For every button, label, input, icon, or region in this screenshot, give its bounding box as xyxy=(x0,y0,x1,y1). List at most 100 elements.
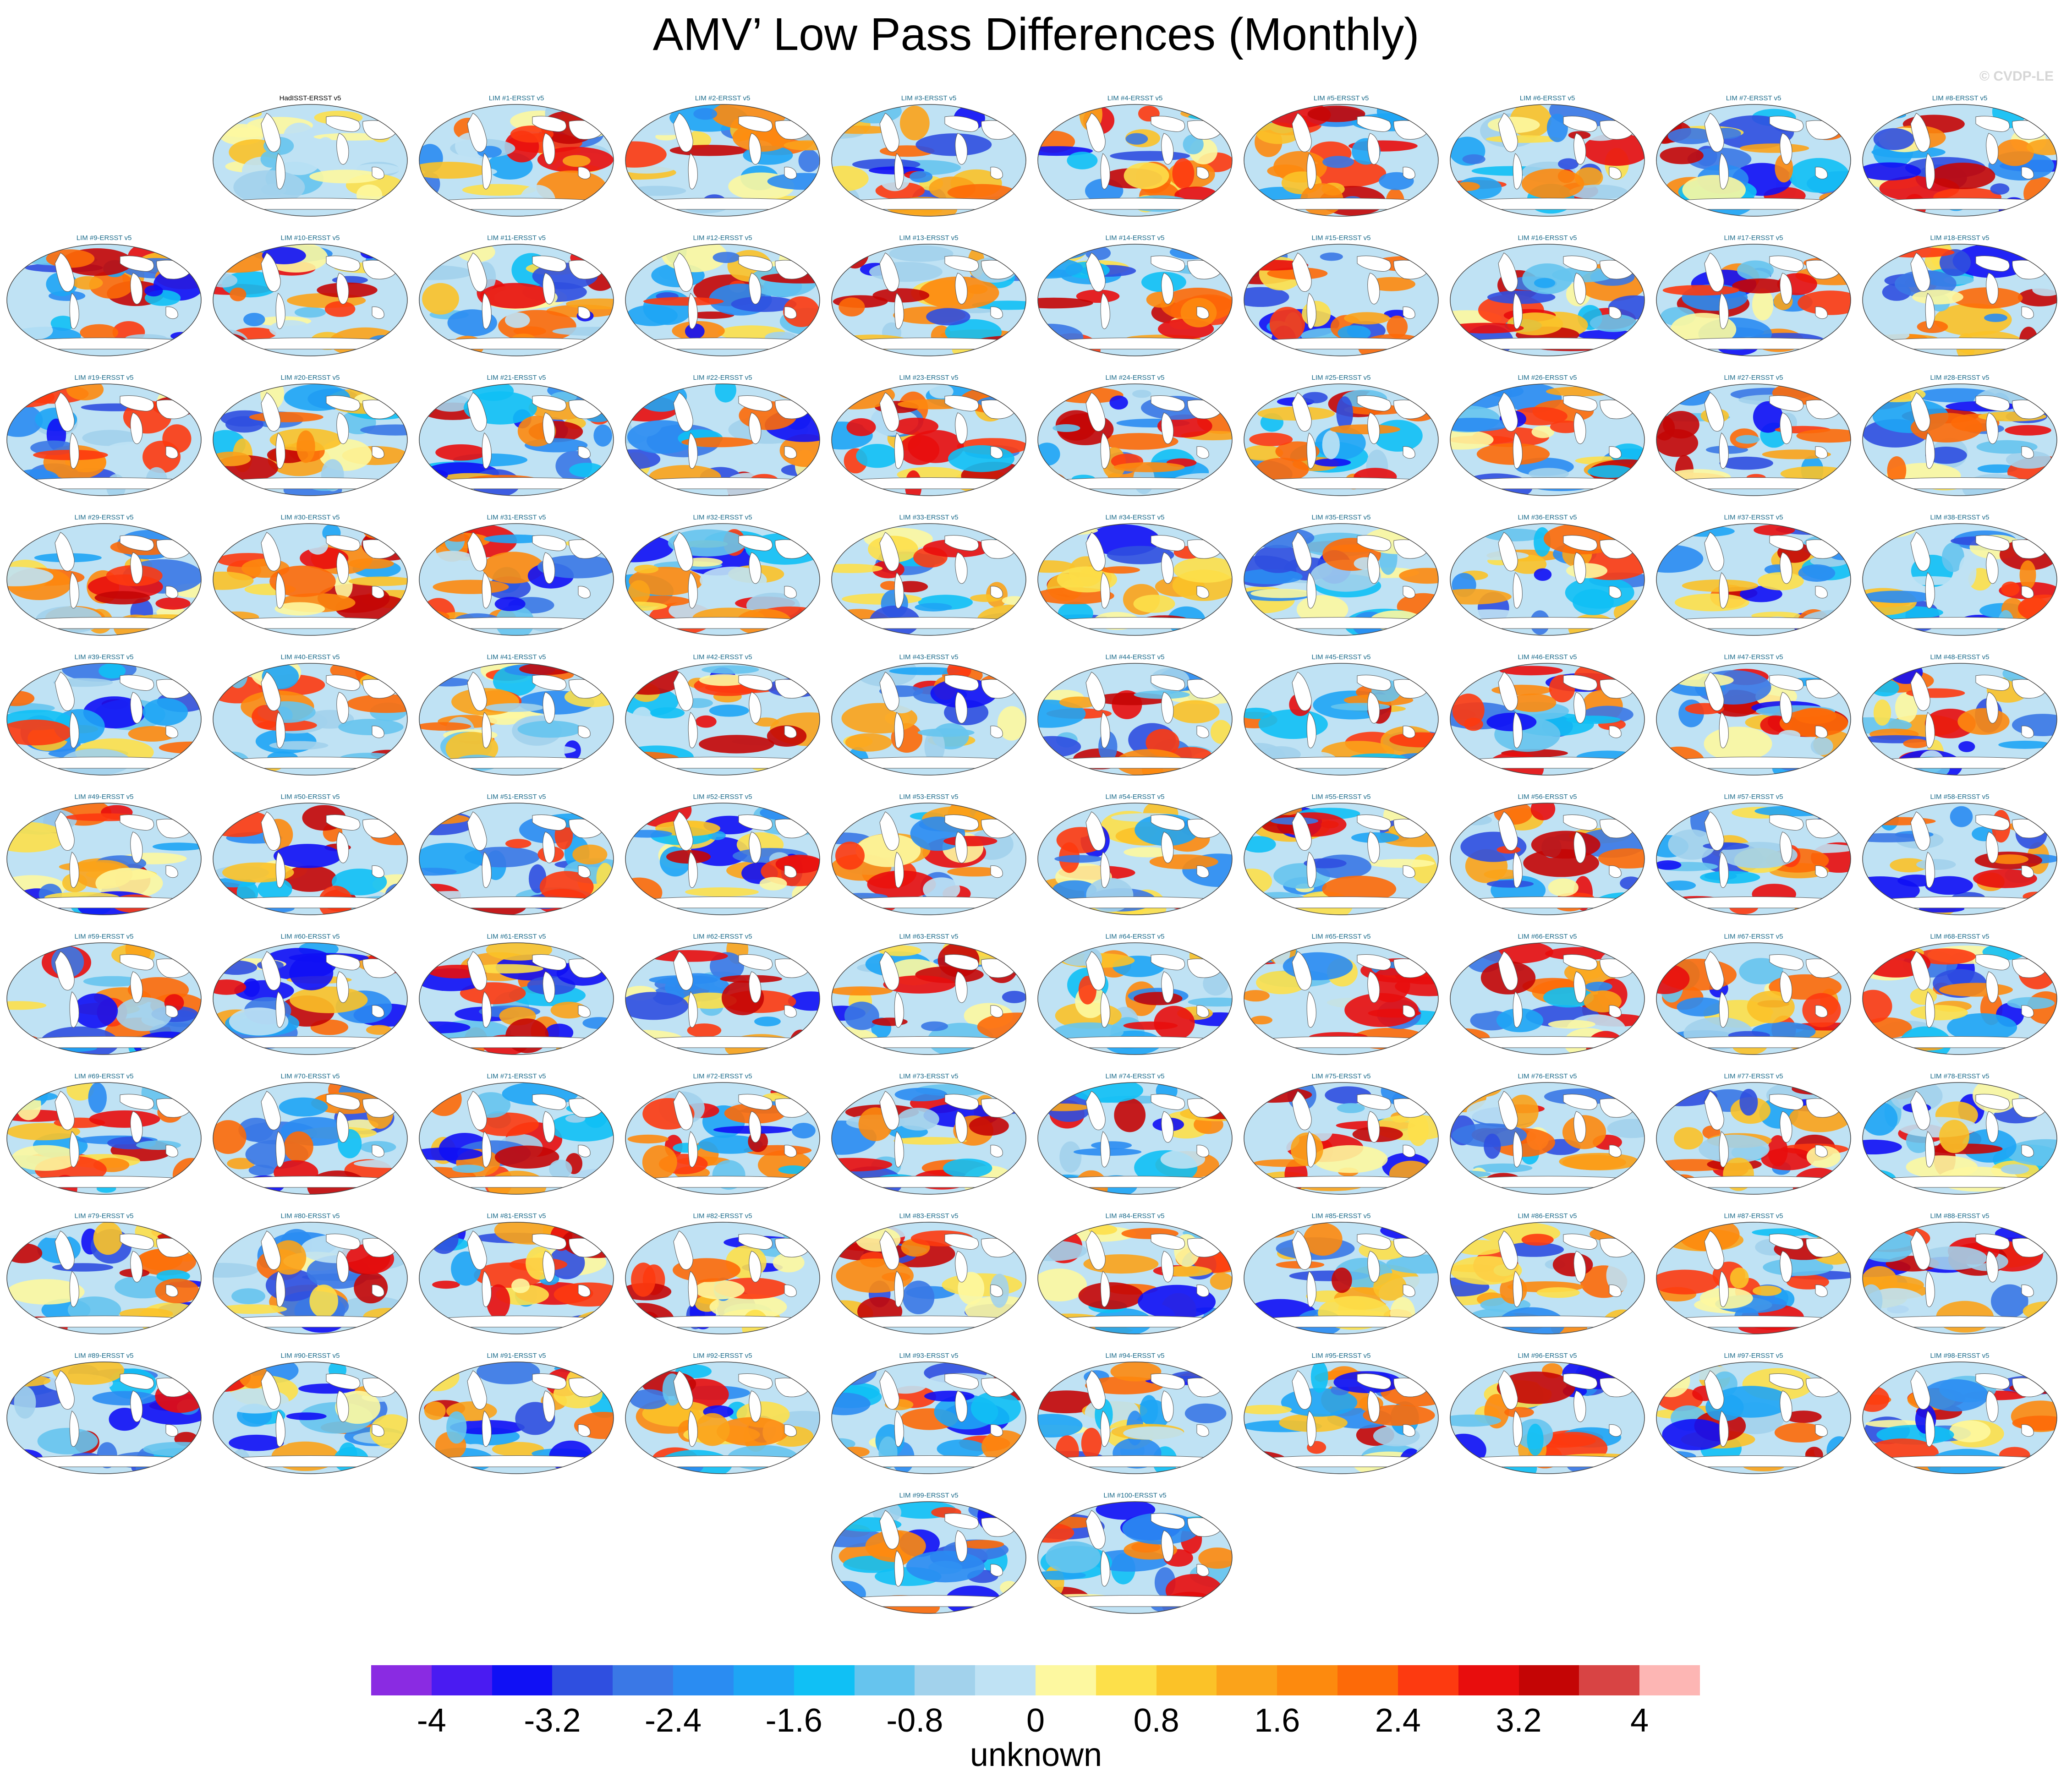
panel-title: LIM #35-ERSST v5 xyxy=(1311,514,1371,521)
panel-title: LIM #37-ERSST v5 xyxy=(1724,514,1783,521)
panel-title: LIM #12-ERSST v5 xyxy=(693,234,752,242)
panel-title: LIM #55-ERSST v5 xyxy=(1311,793,1371,801)
globe-map xyxy=(1450,104,1645,217)
globe-map xyxy=(1037,803,1233,915)
globe-map xyxy=(1037,1082,1233,1195)
panel-title: LIM #100-ERSST v5 xyxy=(1103,1492,1167,1499)
panel-title: LIM #85-ERSST v5 xyxy=(1311,1212,1371,1220)
globe-map xyxy=(1656,1082,1851,1195)
globe-map xyxy=(625,244,820,356)
globe-map xyxy=(625,1222,820,1334)
globe-map xyxy=(625,523,820,636)
panel-title: LIM #96-ERSST v5 xyxy=(1518,1352,1577,1360)
map-panel: LIM #50-ERSST v5 xyxy=(212,793,409,924)
globe-map xyxy=(1862,803,2057,915)
globe-map xyxy=(1450,523,1645,636)
panel-title: LIM #18-ERSST v5 xyxy=(1930,234,1990,242)
globe-map xyxy=(213,383,408,496)
globe-map xyxy=(831,942,1026,1055)
map-panel: LIM #36-ERSST v5 xyxy=(1449,513,1646,644)
globe-map xyxy=(1656,1361,1851,1474)
panel-title: LIM #66-ERSST v5 xyxy=(1518,933,1577,940)
panel-title: LIM #99-ERSST v5 xyxy=(899,1492,959,1499)
globe-map xyxy=(1450,1361,1645,1474)
panel-title: LIM #7-ERSST v5 xyxy=(1726,94,1781,102)
panel-title: LIM #25-ERSST v5 xyxy=(1311,374,1371,382)
globe-map xyxy=(419,1082,614,1195)
panel-title: LIM #34-ERSST v5 xyxy=(1105,514,1165,521)
map-panel: LIM #62-ERSST v5 xyxy=(624,932,821,1063)
globe-map xyxy=(1244,523,1439,636)
map-panel: LIM #42-ERSST v5 xyxy=(624,653,821,784)
map-panel: LIM #65-ERSST v5 xyxy=(1243,932,1440,1063)
map-panel: LIM #21-ERSST v5 xyxy=(418,373,615,504)
panel-title: LIM #82-ERSST v5 xyxy=(693,1212,752,1220)
globe-map xyxy=(831,663,1026,776)
map-panel: LIM #22-ERSST v5 xyxy=(624,373,821,504)
map-panel: LIM #79-ERSST v5 xyxy=(5,1212,203,1343)
globe-map xyxy=(1862,244,2057,356)
map-panel: LIM #81-ERSST v5 xyxy=(418,1212,615,1343)
panel-title: LIM #56-ERSST v5 xyxy=(1518,793,1577,801)
map-panel: LIM #85-ERSST v5 xyxy=(1243,1212,1440,1343)
panel-title: LIM #59-ERSST v5 xyxy=(74,933,134,940)
map-panel: LIM #75-ERSST v5 xyxy=(1243,1072,1440,1203)
map-panel: LIM #30-ERSST v5 xyxy=(212,513,409,644)
globe-map xyxy=(1656,104,1851,217)
colorbar-swatch xyxy=(794,1665,855,1695)
globe-map xyxy=(419,663,614,776)
panel-title: LIM #43-ERSST v5 xyxy=(899,653,959,661)
panel-title: LIM #9-ERSST v5 xyxy=(76,234,132,242)
map-panel: LIM #77-ERSST v5 xyxy=(1655,1072,1852,1203)
globe-map xyxy=(419,523,614,636)
map-panel: LIM #18-ERSST v5 xyxy=(1861,234,2058,365)
globe-map xyxy=(1244,1082,1439,1195)
globe-map xyxy=(6,803,202,915)
panel-title: LIM #74-ERSST v5 xyxy=(1105,1072,1165,1080)
panel-title: LIM #53-ERSST v5 xyxy=(899,793,959,801)
map-panel: LIM #2-ERSST v5 xyxy=(624,94,821,225)
map-panel: LIM #95-ERSST v5 xyxy=(1243,1351,1440,1482)
map-panel: LIM #9-ERSST v5 xyxy=(5,234,203,365)
globe-map xyxy=(1862,1222,2057,1334)
globe-map xyxy=(625,803,820,915)
colorbar-tick-label: -3.2 xyxy=(524,1702,581,1739)
colorbar-swatch xyxy=(492,1665,553,1695)
map-panel: LIM #38-ERSST v5 xyxy=(1861,513,2058,644)
colorbar-swatch xyxy=(1518,1665,1579,1695)
colorbar xyxy=(371,1665,1700,1695)
globe-map xyxy=(1037,383,1233,496)
panel-title: LIM #86-ERSST v5 xyxy=(1518,1212,1577,1220)
globe-map xyxy=(625,663,820,776)
globe-map xyxy=(1862,523,2057,636)
panel-title: LIM #36-ERSST v5 xyxy=(1518,514,1577,521)
panel-title: LIM #38-ERSST v5 xyxy=(1930,514,1990,521)
panel-title: LIM #77-ERSST v5 xyxy=(1724,1072,1783,1080)
globe-map xyxy=(1862,104,2057,217)
globe-map xyxy=(831,1501,1026,1614)
map-panel: LIM #74-ERSST v5 xyxy=(1036,1072,1233,1203)
map-panel: LIM #91-ERSST v5 xyxy=(418,1351,615,1482)
colorbar-swatch xyxy=(1277,1665,1338,1695)
globe-map xyxy=(1244,663,1439,776)
panel-title: LIM #47-ERSST v5 xyxy=(1724,653,1783,661)
map-panel: LIM #86-ERSST v5 xyxy=(1449,1212,1646,1343)
panel-title: LIM #2-ERSST v5 xyxy=(695,94,751,102)
globe-map xyxy=(1037,1222,1233,1334)
map-panel: LIM #1-ERSST v5 xyxy=(418,94,615,225)
globe-map xyxy=(1450,1222,1645,1334)
map-panel: LIM #8-ERSST v5 xyxy=(1861,94,2058,225)
globe-map xyxy=(831,1082,1026,1195)
panel-title: LIM #29-ERSST v5 xyxy=(74,514,134,521)
map-panel: LIM #76-ERSST v5 xyxy=(1449,1072,1646,1203)
map-panel: LIM #68-ERSST v5 xyxy=(1861,932,2058,1063)
colorbar-swatch xyxy=(1156,1665,1217,1695)
colorbar-swatch xyxy=(371,1665,432,1695)
panel-title: LIM #30-ERSST v5 xyxy=(280,514,340,521)
panel-title: LIM #72-ERSST v5 xyxy=(693,1072,752,1080)
panel-title: LIM #92-ERSST v5 xyxy=(693,1352,752,1360)
panel-title: LIM #19-ERSST v5 xyxy=(74,374,134,382)
colorbar-tick-label: 4 xyxy=(1630,1702,1649,1739)
panel-title: LIM #17-ERSST v5 xyxy=(1724,234,1783,242)
panel-title: LIM #90-ERSST v5 xyxy=(280,1352,340,1360)
